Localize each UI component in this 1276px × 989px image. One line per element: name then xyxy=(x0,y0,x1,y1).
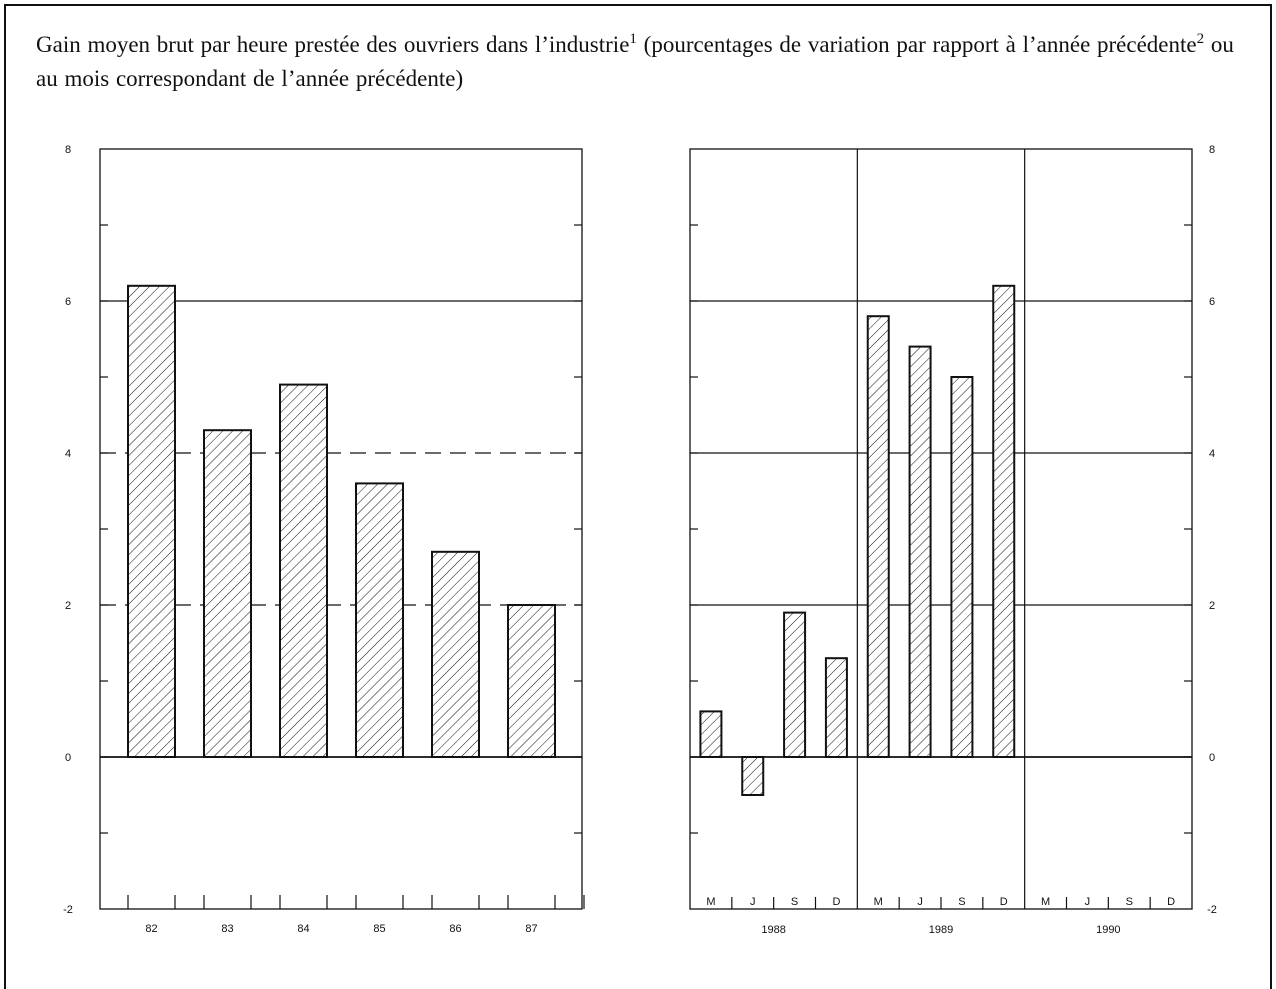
bar xyxy=(279,383,328,758)
x-tick-label: 85 xyxy=(373,923,385,935)
year-label: 1988 xyxy=(761,924,785,936)
bar xyxy=(507,604,556,758)
month-label: M xyxy=(1041,896,1050,908)
bar xyxy=(908,345,932,758)
y-tick-label: -2 xyxy=(1207,904,1217,916)
year-label: 1989 xyxy=(929,924,953,936)
y-tick-label: 2 xyxy=(65,600,71,612)
bar xyxy=(431,550,480,758)
year-label: 1990 xyxy=(1096,924,1120,936)
y-tick-label: 6 xyxy=(1209,296,1215,308)
x-tick-label: 83 xyxy=(221,923,233,935)
month-label: S xyxy=(1126,896,1133,908)
y-tick-label: 8 xyxy=(65,144,71,156)
bar xyxy=(950,376,974,758)
month-label: S xyxy=(958,896,965,908)
month-label: M xyxy=(706,896,715,908)
y-tick-label: -2 xyxy=(63,904,73,916)
bar xyxy=(824,657,848,759)
month-label: J xyxy=(1085,896,1091,908)
y-tick-label: 8 xyxy=(1209,144,1215,156)
plot-area-frame xyxy=(689,148,1193,910)
bar xyxy=(127,284,176,758)
bar xyxy=(783,611,807,758)
x-tick-label: 84 xyxy=(297,923,309,935)
y-tick-label: 4 xyxy=(1209,448,1215,460)
monthly-chart-panel: 8 6 4 2 0 -2 M J S D 1988 M J S D 1989 M J S D 1990 xyxy=(689,144,1217,936)
month-label: M xyxy=(874,896,883,908)
month-label: D xyxy=(1000,896,1008,908)
y-tick-label: 4 xyxy=(65,448,71,460)
month-label: J xyxy=(917,896,923,908)
y-tick-label: 0 xyxy=(65,752,71,764)
x-tick-label: 87 xyxy=(525,923,537,935)
footnote-mark-2: 2 xyxy=(1196,31,1205,47)
bar xyxy=(992,284,1016,758)
bar xyxy=(203,429,252,758)
page-border xyxy=(4,4,1272,989)
month-label: J xyxy=(750,896,756,908)
y-tick-label: 0 xyxy=(1209,752,1215,764)
y-tick-label: 6 xyxy=(65,296,71,308)
x-tick-label: 82 xyxy=(145,923,157,935)
title-part-1: Gain moyen brut par heure prestée des ou… xyxy=(36,32,630,57)
bar xyxy=(741,756,765,796)
footnote-mark-1: 1 xyxy=(629,31,637,47)
bar xyxy=(355,482,404,758)
y-tick-label: 2 xyxy=(1209,600,1215,612)
month-label: D xyxy=(1167,896,1175,908)
chart-title: Gain moyen brut par heure prestée des ou… xyxy=(36,28,1261,96)
x-tick-label: 86 xyxy=(449,923,461,935)
month-label: S xyxy=(791,896,798,908)
title-part-2: (pourcentages de variation par rapport à… xyxy=(636,32,1197,57)
bar xyxy=(866,315,890,758)
bar xyxy=(699,710,723,759)
title-part-3: ou au mois correspondant de l’année préc… xyxy=(36,32,1234,91)
month-label: D xyxy=(832,896,840,908)
